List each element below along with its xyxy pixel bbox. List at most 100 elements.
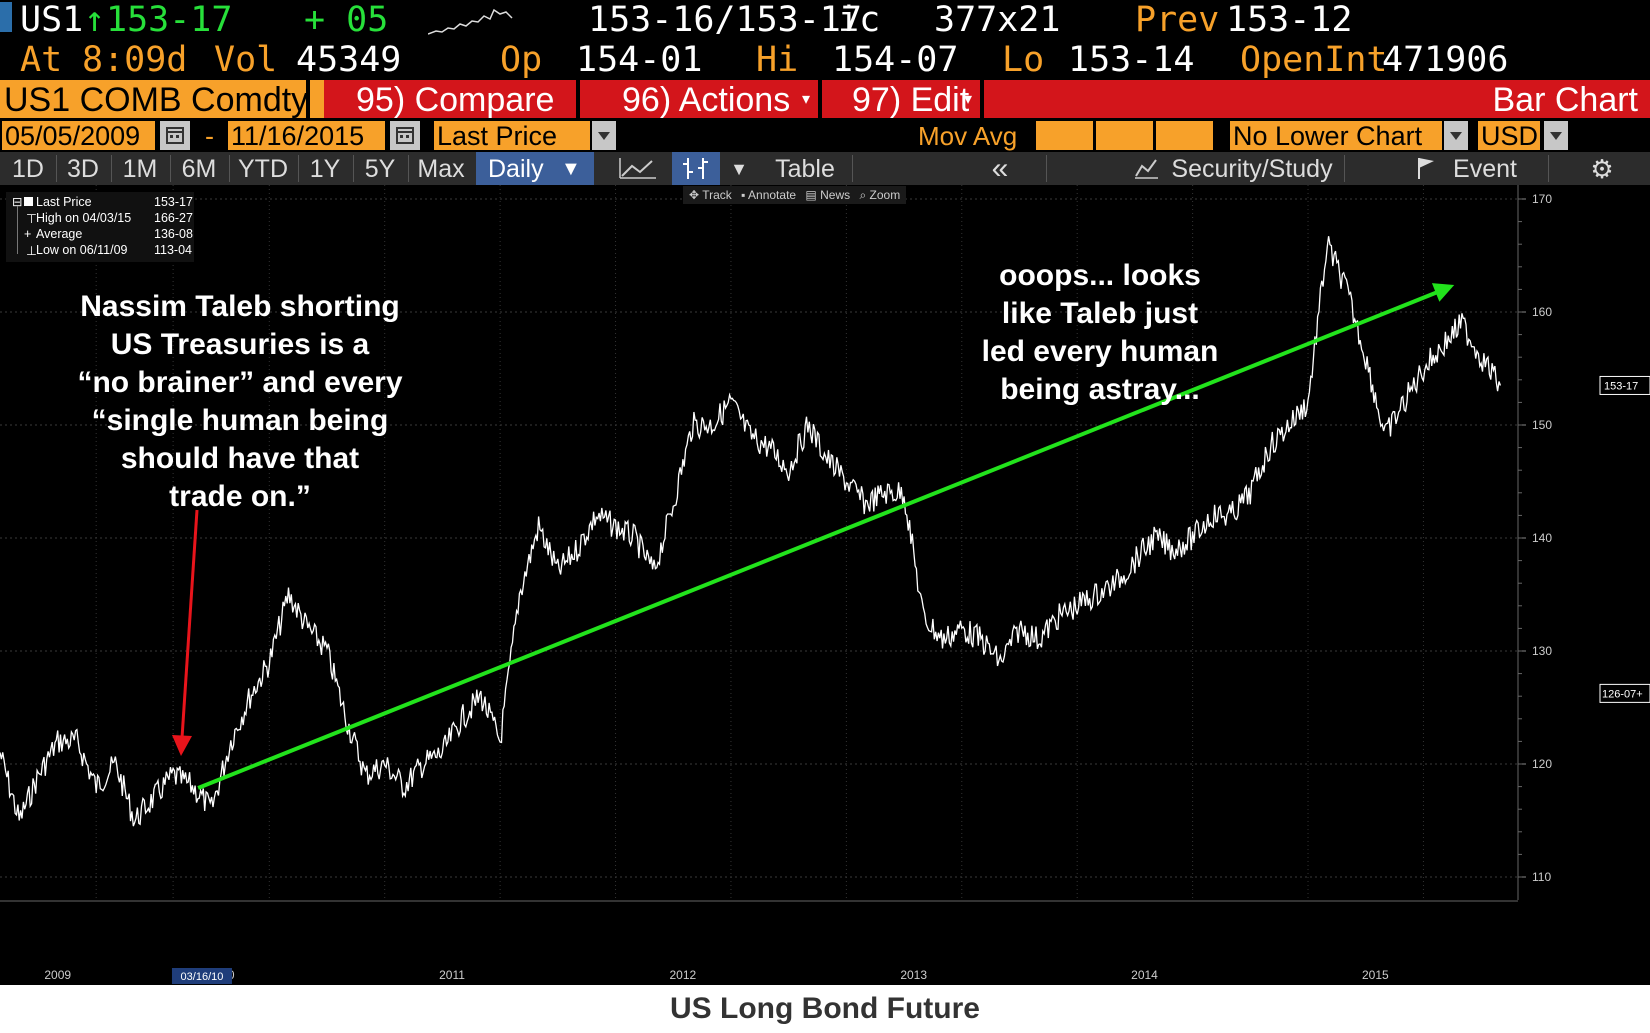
x-tick-label: 2009	[44, 968, 71, 982]
volume-label: Vol	[214, 40, 278, 80]
menu-divider	[306, 80, 310, 118]
legend-value: 136-08	[154, 227, 193, 241]
low-value: 153-14	[1068, 40, 1195, 80]
annotation-line: ooops... looks	[999, 259, 1201, 292]
annotate-button[interactable]: Annotate	[748, 188, 797, 202]
period-6m[interactable]: 6M	[181, 155, 217, 183]
security-study-icon[interactable]	[1132, 152, 1162, 185]
menu-divider	[980, 80, 984, 118]
mov-avg-input-1[interactable]	[1036, 121, 1093, 150]
low-label: Lo	[1002, 40, 1045, 80]
currency-select[interactable]: USD	[1478, 121, 1540, 151]
stats-row: At 8:09d Vol 45349 Op 154-01 Hi 154-07 L…	[0, 40, 1650, 80]
field-dropdown-icon[interactable]	[592, 121, 616, 150]
field-select[interactable]: Last Price	[434, 121, 590, 151]
x-tick-label: 2015	[1362, 968, 1389, 982]
mov-avg-input-3[interactable]	[1156, 121, 1213, 150]
right-annotation: ooops... looks like Taleb just led every…	[930, 257, 1270, 409]
chart-style-dropdown-icon[interactable]: ▼	[730, 159, 748, 179]
highlight-date-box	[171, 968, 232, 984]
table-button[interactable]: Table	[775, 155, 835, 183]
legend-label: Average	[36, 227, 83, 241]
frequency-value: Daily	[488, 155, 544, 183]
period-5y[interactable]: 5Y	[364, 155, 396, 183]
mov-avg-input-2[interactable]	[1096, 121, 1153, 150]
average-price-tag-label: 126-07+	[1602, 688, 1643, 700]
taleb-arrowhead	[172, 735, 192, 756]
period-max[interactable]: Max	[417, 155, 465, 183]
volume-value: 45349	[296, 40, 402, 80]
net-change: + 05	[304, 0, 389, 40]
tab-divider	[229, 155, 230, 182]
event-button[interactable]: Event	[1453, 155, 1517, 183]
high-value: 154-07	[832, 40, 959, 80]
y-tick-label: 140	[1532, 531, 1552, 545]
security-study-button[interactable]: Security/Study	[1171, 155, 1333, 183]
period-1m[interactable]: 1M	[122, 155, 158, 183]
y-tick-label: 170	[1532, 192, 1552, 206]
date-range-dash: -	[205, 121, 214, 151]
average-price-tag	[1599, 683, 1650, 703]
annotation-line: led every human	[981, 335, 1219, 368]
flag-icon[interactable]	[1414, 152, 1438, 185]
open-label: Op	[500, 40, 543, 80]
tab-divider	[298, 155, 299, 182]
toolbar	[0, 152, 1650, 185]
tab-divider	[170, 155, 171, 182]
legend-value: 153-17	[154, 195, 193, 209]
x-tick-label: 2011	[439, 968, 465, 982]
legend-collapse-icon[interactable]: ⊟	[12, 195, 23, 209]
line-chart-icon[interactable]	[614, 152, 662, 185]
period-1y[interactable]: 1Y	[309, 155, 341, 183]
compare-menu[interactable]: 95) Compare	[356, 81, 555, 119]
settings-gear-icon[interactable]: ⚙	[1590, 154, 1614, 184]
security-field[interactable]: US1 COMB Comdty	[0, 80, 324, 119]
open-interest-label: OpenInt	[1240, 40, 1388, 80]
edit-dropdown-icon[interactable]: ▾	[964, 91, 973, 108]
currency-dropdown-icon[interactable]	[1544, 121, 1568, 150]
annotation-line: “single human being	[91, 404, 389, 437]
period-ytd[interactable]: YTD	[238, 155, 288, 183]
tab-divider	[408, 155, 409, 182]
annotation-line: should have that	[120, 442, 360, 475]
legend-value: 166-27	[154, 211, 193, 225]
lower-chart-select[interactable]: No Lower Chart	[1230, 121, 1442, 151]
tab-divider	[1046, 155, 1047, 182]
news-button[interactable]: News	[820, 188, 851, 202]
edit-menu[interactable]: 97) Edit	[852, 81, 970, 119]
tab-divider	[353, 155, 354, 182]
annotation-line: trade on.”	[169, 480, 311, 513]
tab-divider	[1344, 155, 1345, 182]
price-chart[interactable]: 1701601501401301201102009201020112012201…	[0, 185, 1650, 985]
annotation-line: US Treasuries is a	[110, 328, 370, 361]
period-3d[interactable]: 3D	[67, 155, 99, 183]
chart-legend: ⊟ Last Price 153-17 ⊤ High on 04/03/15 1…	[6, 192, 194, 262]
left-annotation: Nassim Taleb shorting US Treasuries is a…	[40, 288, 440, 516]
end-date-input[interactable]: 11/16/2015	[228, 121, 385, 151]
actions-dropdown-icon[interactable]: ▾	[802, 91, 811, 108]
zoom-icon: ⌕	[859, 188, 867, 202]
high-label: Hi	[756, 40, 799, 80]
window-marker	[0, 2, 12, 32]
chart-caption: US Long Bond Future	[0, 985, 1650, 1033]
track-button[interactable]: Track	[702, 188, 732, 202]
highlight-date-label: 03/16/10	[181, 971, 224, 983]
bar-chart-icon[interactable]	[672, 152, 720, 185]
y-axis-panel	[1518, 185, 1650, 915]
trend-line	[197, 289, 1441, 790]
last-price-tag-label: 153-17	[1604, 380, 1638, 392]
calendar-icon[interactable]	[160, 121, 190, 150]
calendar-icon[interactable]	[390, 121, 420, 150]
actions-menu[interactable]: 96) Actions	[622, 81, 791, 119]
frequency-dropdown-icon: ▼	[561, 158, 581, 180]
collapse-icon[interactable]: «	[991, 152, 1009, 185]
chart-type-label: Bar Chart	[1492, 81, 1639, 119]
lower-chart-dropdown-icon[interactable]	[1444, 121, 1468, 150]
start-date-input[interactable]: 05/05/2009	[2, 121, 155, 151]
legend-label: High on 04/03/15	[36, 211, 132, 225]
period-1d[interactable]: 1D	[12, 155, 44, 183]
menu-divider	[818, 80, 822, 118]
zoom-button[interactable]: Zoom	[869, 188, 901, 202]
tab-divider	[852, 155, 853, 182]
frequency-select[interactable]: Daily ▼	[476, 152, 594, 185]
